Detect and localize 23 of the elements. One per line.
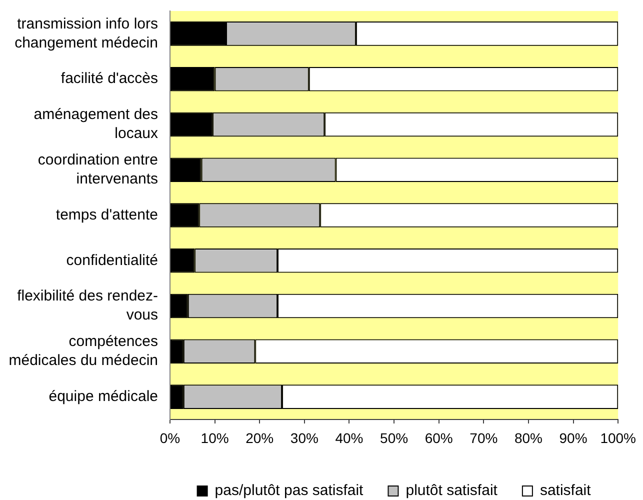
x-tick-label: 50% bbox=[380, 430, 408, 446]
y-tick-label: temps d'attente bbox=[56, 206, 158, 224]
y-tick-label: équipe médicale bbox=[48, 388, 158, 405]
x-tick-label: 40% bbox=[335, 430, 364, 446]
x-tick-label: 100% bbox=[600, 430, 636, 446]
y-tick-label: coordination entre intervenants bbox=[38, 151, 158, 188]
x-tick-label: 10% bbox=[200, 430, 229, 446]
x-tick-label: 20% bbox=[246, 430, 274, 446]
y-tick-label: aménagement des locaux bbox=[34, 106, 158, 142]
y-tick-label: facilité d'accès bbox=[60, 70, 158, 88]
x-tick-label: 0% bbox=[160, 430, 180, 446]
legend-label: pas/plutôt pas satisfait bbox=[214, 482, 364, 500]
x-tick-label: 80% bbox=[514, 430, 542, 446]
y-tick-label: transmission info lors changement médecin bbox=[14, 15, 158, 52]
x-tick-label: 30% bbox=[290, 430, 318, 446]
x-tick-label: 90% bbox=[559, 430, 588, 446]
legend-label: plutôt satisfait bbox=[406, 482, 498, 500]
x-tick-label: 70% bbox=[470, 430, 498, 446]
y-tick-label: flexibilité des rendez-vous bbox=[17, 288, 158, 324]
x-tick-label: 60% bbox=[424, 430, 453, 446]
y-tick-label: confidentialité bbox=[66, 252, 158, 269]
y-tick-label: compétences médicales du médecin bbox=[8, 333, 158, 370]
legend-label: satisfait bbox=[540, 482, 592, 500]
